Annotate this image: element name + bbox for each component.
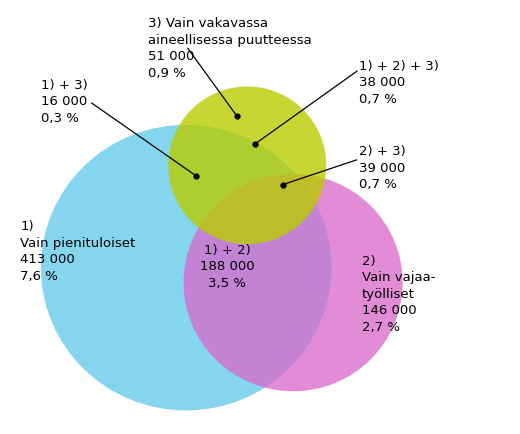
Text: 1) + 3)
16 000
0,3 %: 1) + 3) 16 000 0,3 % bbox=[41, 79, 88, 125]
Text: 2) + 3)
39 000
0,7 %: 2) + 3) 39 000 0,7 % bbox=[359, 145, 406, 191]
Ellipse shape bbox=[184, 174, 402, 391]
Text: 1) + 2)
188 000
3,5 %: 1) + 2) 188 000 3,5 % bbox=[200, 243, 254, 289]
Ellipse shape bbox=[41, 125, 331, 411]
Text: 3) Vain vakavassa
aineellisessa puutteessa
51 000
0,9 %: 3) Vain vakavassa aineellisessa puuttees… bbox=[148, 17, 311, 79]
Text: 1)
Vain pienituloiset
413 000
7,6 %: 1) Vain pienituloiset 413 000 7,6 % bbox=[20, 220, 136, 282]
Text: 1) + 2) + 3)
38 000
0,7 %: 1) + 2) + 3) 38 000 0,7 % bbox=[359, 59, 439, 105]
Text: 2)
Vain vajaa-
työlliset
146 000
2,7 %: 2) Vain vajaa- työlliset 146 000 2,7 % bbox=[362, 254, 435, 333]
Ellipse shape bbox=[168, 87, 326, 245]
